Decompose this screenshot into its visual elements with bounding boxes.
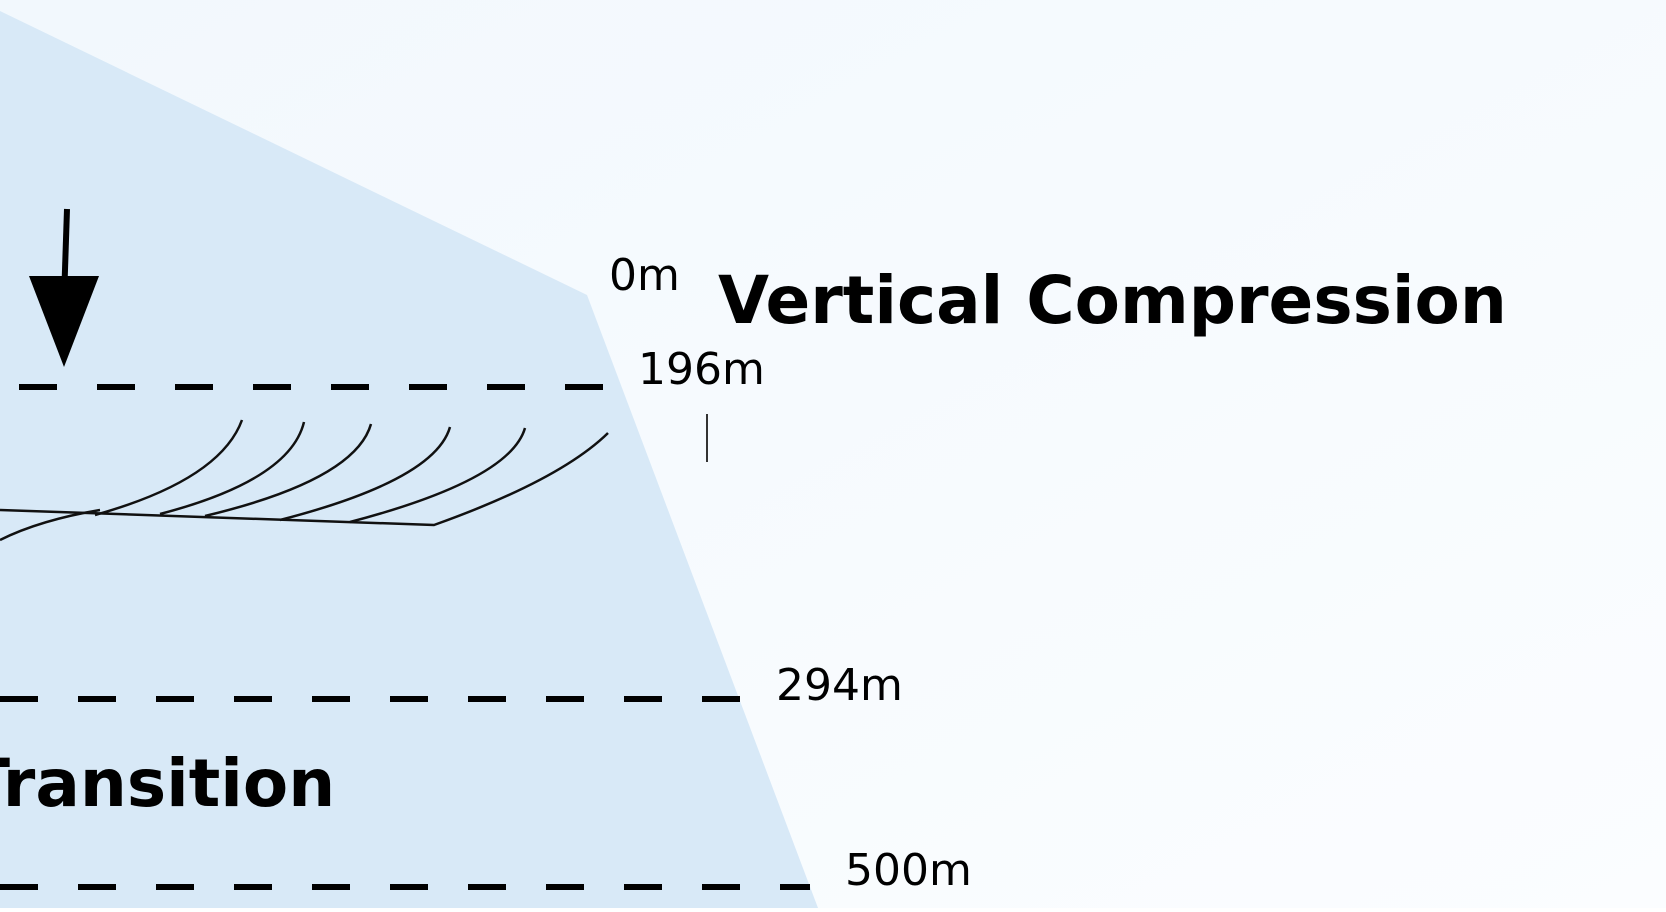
- depth-label: 196m: [638, 344, 765, 395]
- arrow-head: [29, 276, 99, 367]
- fault: [159, 421, 306, 516]
- depth-lines: [0, 384, 810, 890]
- fault: [0, 432, 609, 527]
- compression-zone: [0, 11, 818, 908]
- fault: [279, 426, 452, 522]
- zone-title: Vertical Compression: [718, 262, 1507, 339]
- fault: [349, 427, 527, 524]
- zone-title: Transition: [0, 745, 335, 822]
- fault: [204, 423, 373, 518]
- depth-label: 500m: [845, 845, 972, 896]
- thrust-faults: [0, 419, 609, 542]
- arrow: [29, 208, 99, 367]
- fault: [0, 508, 101, 542]
- depth-label: 0m: [609, 250, 680, 301]
- fault: [94, 419, 244, 517]
- depth-label: 294m: [776, 660, 903, 711]
